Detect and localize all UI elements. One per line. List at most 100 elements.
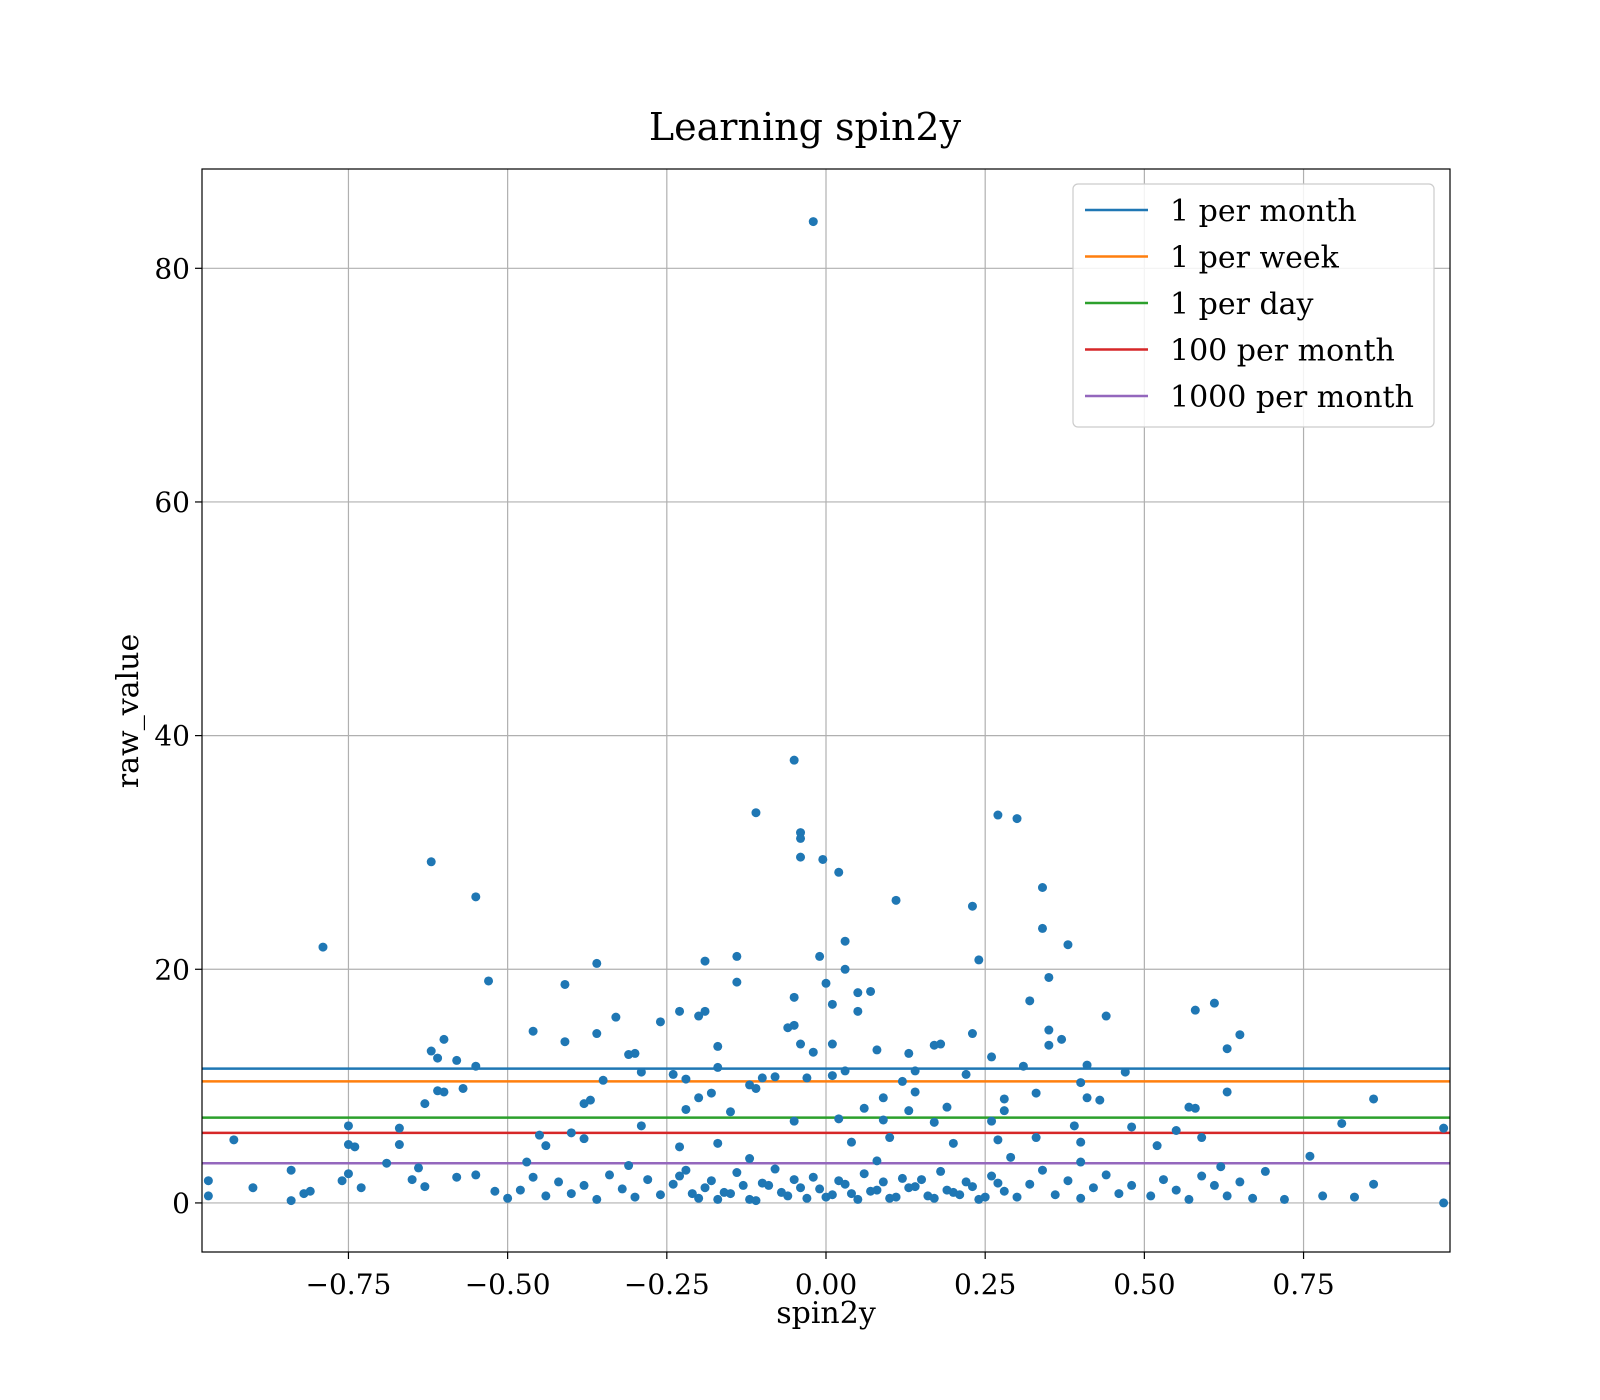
scatter-point bbox=[897, 1076, 907, 1086]
scatter-point bbox=[1337, 1118, 1347, 1128]
scatter-point bbox=[687, 1189, 697, 1199]
scatter-point bbox=[827, 1190, 837, 1200]
scatter-point bbox=[566, 1189, 576, 1199]
scatter-point bbox=[1197, 1171, 1207, 1181]
scatter-point bbox=[713, 1062, 723, 1072]
scatter-point bbox=[910, 1087, 920, 1097]
y-tick-label: 0 bbox=[172, 1187, 190, 1220]
y-tick-label: 60 bbox=[154, 486, 190, 519]
scatter-point bbox=[821, 978, 831, 988]
scatter-point bbox=[694, 1193, 704, 1203]
scatter-point bbox=[1197, 1133, 1207, 1143]
scatter-point bbox=[286, 1196, 296, 1206]
scatter-point bbox=[853, 988, 863, 998]
scatter-point bbox=[1076, 1078, 1086, 1088]
scatter-point bbox=[636, 1121, 646, 1131]
scatter-point bbox=[407, 1175, 417, 1185]
scatter-point bbox=[700, 1183, 710, 1193]
scatter-point bbox=[490, 1186, 500, 1196]
scatter-point bbox=[936, 1039, 946, 1049]
scatter-point bbox=[840, 1179, 850, 1189]
scatter-point bbox=[286, 1165, 296, 1175]
scatter-point bbox=[592, 958, 602, 968]
scatter-point bbox=[1037, 882, 1047, 892]
scatter-point bbox=[1120, 1067, 1130, 1077]
scatter-point bbox=[802, 1193, 812, 1203]
scatter-point bbox=[1076, 1157, 1086, 1167]
x-tick-label: 0.00 bbox=[795, 1268, 857, 1301]
scatter-point bbox=[343, 1169, 353, 1179]
scatter-point bbox=[1222, 1044, 1232, 1054]
scatter-point bbox=[904, 1106, 914, 1116]
scatter-point bbox=[643, 1175, 653, 1185]
scatter-point bbox=[745, 1154, 755, 1164]
scatter-point bbox=[592, 1029, 602, 1039]
scatter-point bbox=[1235, 1177, 1245, 1187]
scatter-point bbox=[725, 1189, 735, 1199]
scatter-point bbox=[655, 1190, 665, 1200]
scatter-point bbox=[961, 1069, 971, 1079]
scatter-point bbox=[885, 1133, 895, 1143]
scatter-point bbox=[471, 1061, 481, 1071]
scatter-point bbox=[827, 1039, 837, 1049]
scatter-point bbox=[789, 1175, 799, 1185]
scatter-point bbox=[713, 1138, 723, 1148]
scatter-point bbox=[770, 1072, 780, 1082]
scatter-point bbox=[566, 1128, 576, 1138]
scatter-point bbox=[853, 1194, 863, 1204]
scatter-point bbox=[350, 1142, 360, 1152]
legend: 1 per month 1 per week 1 per day 100 per mo… bbox=[1072, 183, 1435, 428]
y-tick-label: 40 bbox=[154, 720, 190, 753]
scatter-point bbox=[987, 1052, 997, 1062]
scatter-point bbox=[1050, 1190, 1060, 1200]
scatter-point bbox=[611, 1012, 621, 1022]
scatter-point bbox=[305, 1186, 315, 1196]
scatter-point bbox=[853, 1006, 863, 1016]
scatter-point bbox=[541, 1141, 551, 1151]
scatter-point bbox=[789, 1116, 799, 1126]
scatter-point bbox=[1076, 1137, 1086, 1147]
scatter-point bbox=[1369, 1094, 1379, 1104]
scatter-point bbox=[700, 956, 710, 966]
scatter-point bbox=[471, 892, 481, 902]
scatter-point bbox=[617, 1184, 627, 1194]
scatter-point bbox=[560, 979, 570, 989]
x-axis-ticks: −0.75 −0.50 −0.25 0.00 0.25 0.50 0.75 bbox=[306, 1252, 1335, 1301]
scatter-point bbox=[356, 1183, 366, 1193]
scatter-point bbox=[433, 1086, 443, 1096]
scatter-point bbox=[815, 1184, 825, 1194]
scatter-point bbox=[980, 1192, 990, 1202]
scatter-point bbox=[999, 1094, 1009, 1104]
scatter-point bbox=[840, 964, 850, 974]
scatter-point bbox=[713, 1194, 723, 1204]
scatter-point bbox=[668, 1069, 678, 1079]
scatter-point bbox=[420, 1099, 430, 1109]
scatter-point bbox=[675, 1171, 685, 1181]
scatter-point bbox=[1037, 923, 1047, 933]
scatter-point bbox=[203, 1176, 213, 1186]
scatter-point bbox=[433, 1053, 443, 1063]
scatter-point bbox=[675, 1006, 685, 1016]
scatter-point bbox=[789, 992, 799, 1002]
scatter-point bbox=[764, 1180, 774, 1190]
scatter-point bbox=[872, 1156, 882, 1166]
scatter-point bbox=[636, 1067, 646, 1077]
scatter-point bbox=[229, 1135, 239, 1145]
scatter-point bbox=[1349, 1192, 1359, 1202]
scatter-point bbox=[1101, 1170, 1111, 1180]
scatter-point bbox=[1158, 1175, 1168, 1185]
scatter-point bbox=[878, 1093, 888, 1103]
scatter-point bbox=[394, 1123, 404, 1133]
scatter-point bbox=[484, 976, 494, 986]
scatter-point bbox=[751, 808, 761, 818]
scatter-point bbox=[808, 1172, 818, 1182]
x-tick-label: −0.25 bbox=[624, 1268, 710, 1301]
scatter-point bbox=[1152, 1141, 1162, 1151]
scatter-point bbox=[1127, 1180, 1137, 1190]
scatter-point bbox=[796, 852, 806, 862]
scatter-point bbox=[993, 810, 1003, 820]
scatter-point bbox=[668, 1179, 678, 1189]
scatter-point bbox=[1031, 1088, 1041, 1098]
x-tick-label: −0.50 bbox=[465, 1268, 551, 1301]
scatter-point bbox=[846, 1137, 856, 1147]
